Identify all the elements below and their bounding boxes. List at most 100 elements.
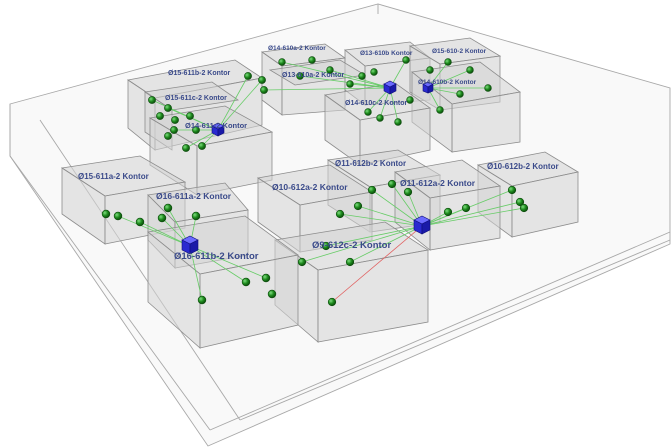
green-sphere-icon[interactable] [484,84,492,92]
green-sphere-icon[interactable] [164,104,172,112]
green-sphere-icon[interactable] [353,201,363,211]
green-sphere-icon[interactable] [466,66,474,74]
green-sphere-icon[interactable] [345,257,355,267]
blue-cube-icon[interactable] [383,80,397,95]
green-sphere-icon[interactable] [326,66,334,74]
radio-link [281,61,391,89]
green-sphere-icon[interactable] [394,118,402,126]
radio-link [349,83,391,89]
radio-links [117,59,525,303]
green-sphere-icon[interactable] [191,211,201,221]
green-sphere-icon[interactable] [515,197,525,207]
radio-link [325,225,423,247]
room-label: Ø16-611b-2 Kontor [174,251,259,262]
green-sphere-icon[interactable] [327,297,337,307]
green-sphere-icon[interactable] [278,58,286,66]
green-sphere-icon[interactable] [171,116,179,124]
green-sphere-icon[interactable] [426,66,434,74]
green-sphere-icon[interactable] [456,90,464,98]
green-sphere-icon[interactable] [387,179,397,189]
radio-link [421,201,521,227]
room-label: Ø14-611-2 Kontor [185,121,247,130]
radio-link [357,205,423,227]
room-label: Ø13-610b Kontor [360,50,413,57]
green-sphere-icon[interactable] [157,213,167,223]
green-sphere-icon[interactable] [182,144,190,152]
room-label: Ø10-612b-2 Kontor [487,162,559,171]
floor-slab-edge [9,155,211,431]
room-box[interactable] [148,105,274,196]
green-sphere-icon[interactable] [135,217,145,227]
green-sphere-icon[interactable] [461,203,471,213]
green-sphere-icon[interactable] [402,56,410,64]
radio-link [427,69,471,89]
green-sphere-icon[interactable] [335,209,345,219]
green-sphere-icon[interactable] [321,241,331,251]
radio-link [427,87,461,95]
room-label: Ø11-612a-2 Kontor [400,178,476,188]
room-label: Ø9-612c-2 Kontor [312,240,391,251]
green-sphere-icon[interactable] [197,295,207,305]
green-sphere-icon[interactable] [163,203,173,213]
radio-link [331,225,423,303]
radio-link [117,215,191,247]
green-sphere-icon[interactable] [364,108,372,116]
room-label: Ø14-610b-2 Kontor [418,79,477,86]
blue-cube-icon[interactable] [413,215,431,235]
green-sphere-icon[interactable] [358,72,366,80]
room-box[interactable] [147,215,299,349]
radio-link [217,79,263,131]
room-label: Ø16-611a-2 Kontor [156,191,232,201]
radio-link [189,245,203,301]
green-sphere-icon[interactable] [403,187,413,197]
green-sphere-icon[interactable] [241,277,251,287]
room-box[interactable] [411,61,521,153]
room-label: Ø10-612a-2 Kontor [272,182,348,192]
green-sphere-icon[interactable] [376,114,384,122]
blue-cube-icon[interactable] [211,122,225,137]
green-sphere-icon[interactable] [101,209,111,219]
green-sphere-icon[interactable] [258,76,266,84]
radio-link [217,75,249,131]
green-sphere-icon[interactable] [260,86,268,94]
green-sphere-icon[interactable] [192,126,200,134]
radio-link [301,225,423,263]
green-sphere-icon[interactable] [436,106,444,114]
green-sphere-icon[interactable] [367,185,377,195]
green-sphere-icon[interactable] [148,96,156,104]
green-sphere-icon[interactable] [296,72,304,80]
green-sphere-icon[interactable] [267,289,277,299]
radio-link [339,213,423,227]
green-sphere-icon[interactable] [507,185,517,195]
green-sphere-icon[interactable] [164,132,172,140]
green-sphere-icon[interactable] [198,142,206,150]
green-sphere-icon[interactable] [170,126,178,134]
gateways [181,80,434,255]
room-label: Ø11-612b-2 Kontor [335,159,406,168]
floor-slab-edge [239,239,671,421]
green-sphere-icon[interactable] [156,112,164,120]
floor-slab-edge [209,231,671,431]
room-label: Ø15-610-2 Kontor [432,48,487,55]
green-sphere-icon[interactable] [113,211,123,221]
green-sphere-icon[interactable] [244,72,252,80]
sensor-nodes [101,56,529,307]
green-sphere-icon[interactable] [443,207,453,217]
green-sphere-icon[interactable] [519,203,529,213]
green-sphere-icon[interactable] [308,56,316,64]
green-sphere-icon[interactable] [346,80,354,88]
green-sphere-icon[interactable] [261,273,271,283]
green-sphere-icon[interactable] [370,68,378,76]
green-sphere-icon[interactable] [406,96,414,104]
radio-link [421,207,525,227]
room-labels: Ø15-611b-2 Kontor Ø14-610a-2 Kontor Ø13-… [78,45,559,262]
radio-link [349,225,423,263]
green-sphere-icon[interactable] [186,112,194,120]
green-sphere-icon[interactable] [297,257,307,267]
room-label: Ø14-610c-2 Kontor [345,100,408,107]
blue-cube-icon[interactable] [422,81,434,94]
room-label: Ø14-610a-2 Kontor [268,45,326,52]
blue-cube-icon[interactable] [181,235,199,255]
green-sphere-icon[interactable] [444,58,452,66]
